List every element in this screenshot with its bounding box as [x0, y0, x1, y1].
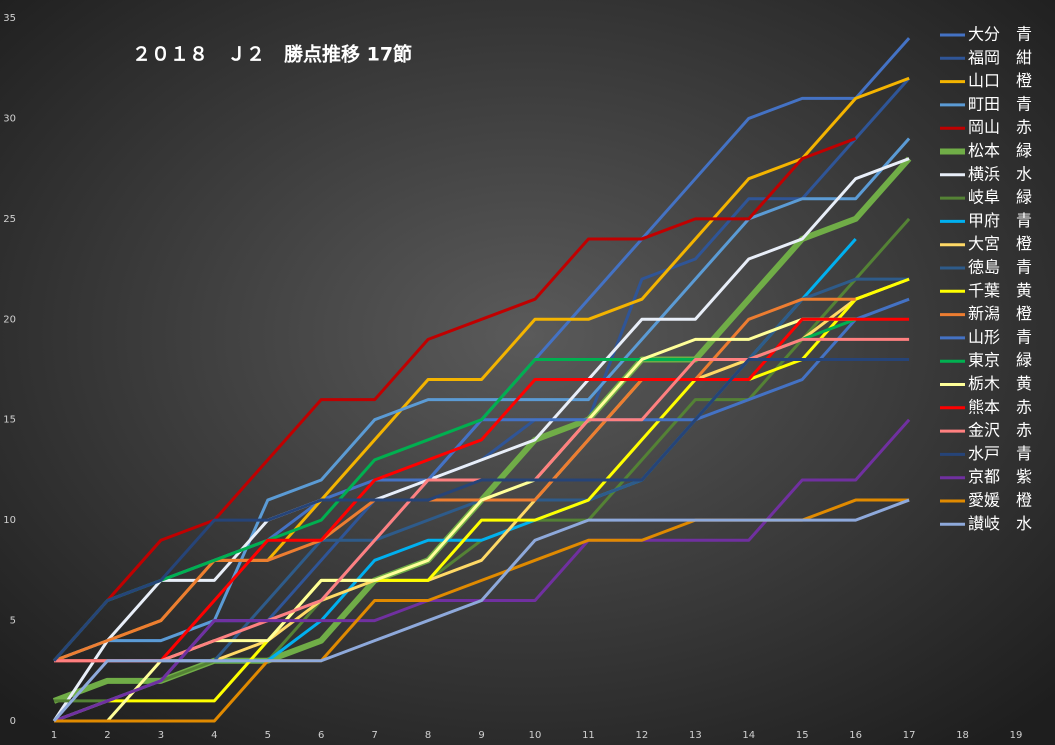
series-line [53, 277, 910, 723]
y-tick-label: 15 [3, 415, 16, 426]
legend-label: 水戸 青 [968, 444, 1032, 463]
legend-label: 山口 橙 [968, 71, 1032, 90]
legend-label: 大分 青 [968, 25, 1032, 44]
x-tick-label: 6 [318, 730, 324, 741]
series-line [53, 137, 911, 663]
x-tick-label: 7 [371, 730, 377, 741]
x-tick-label: 19 [1010, 730, 1023, 741]
x-tick-label: 8 [425, 730, 431, 741]
x-tick-label: 1 [51, 730, 57, 741]
series-line [52, 137, 857, 662]
legend-label: 京都 紫 [968, 467, 1032, 486]
legend-label: 山形 青 [968, 327, 1032, 346]
y-tick-label: 20 [3, 314, 16, 325]
x-tick-label: 13 [689, 730, 702, 741]
x-tick-label: 12 [636, 730, 649, 741]
y-tick-label: 25 [3, 214, 16, 225]
legend-label: 松本 緑 [968, 141, 1032, 160]
legend-label: 新潟 橙 [968, 304, 1032, 323]
x-tick-label: 10 [529, 730, 542, 741]
x-tick-label: 18 [956, 730, 969, 741]
y-tick-label: 30 [3, 113, 16, 124]
series-line [53, 297, 856, 663]
legend-label: 愛媛 橙 [968, 491, 1032, 510]
legend-label: 讃岐 水 [968, 514, 1032, 533]
legend-label: 甲府 青 [968, 211, 1032, 230]
y-tick-label: 35 [3, 13, 16, 24]
legend-label: 大宮 橙 [968, 234, 1032, 253]
legend-label: 東京 緑 [968, 351, 1032, 370]
series-line [52, 357, 910, 662]
x-tick-label: 17 [903, 730, 916, 741]
legend-label: 千葉 黄 [968, 281, 1032, 300]
x-tick-label: 14 [742, 730, 755, 741]
legend-label: 福岡 紺 [968, 48, 1032, 67]
x-tick-label: 5 [265, 730, 271, 741]
x-tick-label: 16 [849, 730, 862, 741]
x-tick-label: 2 [104, 730, 110, 741]
legend-label: 岐阜 緑 [968, 188, 1032, 207]
chart-title: ２０１８ Ｊ２ 勝点推移 17節 [132, 43, 412, 66]
legend-label: 熊本 赤 [968, 397, 1032, 416]
x-tick-label: 15 [796, 730, 809, 741]
legend-label: 栃木 黄 [968, 374, 1032, 393]
legend-label: 町田 青 [968, 94, 1032, 113]
y-tick-label: 10 [3, 515, 16, 526]
y-tick-label: 5 [10, 616, 16, 627]
series-line [52, 498, 910, 722]
legend-label: 横浜 水 [968, 164, 1032, 183]
x-tick-label: 3 [158, 730, 164, 741]
legend-label: 金沢 赤 [968, 421, 1032, 440]
x-tick-label: 9 [478, 730, 484, 741]
x-tick-label: 11 [582, 730, 595, 741]
x-tick-label: 4 [211, 730, 217, 741]
legend-label: 徳島 青 [968, 258, 1032, 277]
legend-label: 岡山 赤 [968, 118, 1032, 137]
y-tick-label: 0 [10, 716, 16, 727]
